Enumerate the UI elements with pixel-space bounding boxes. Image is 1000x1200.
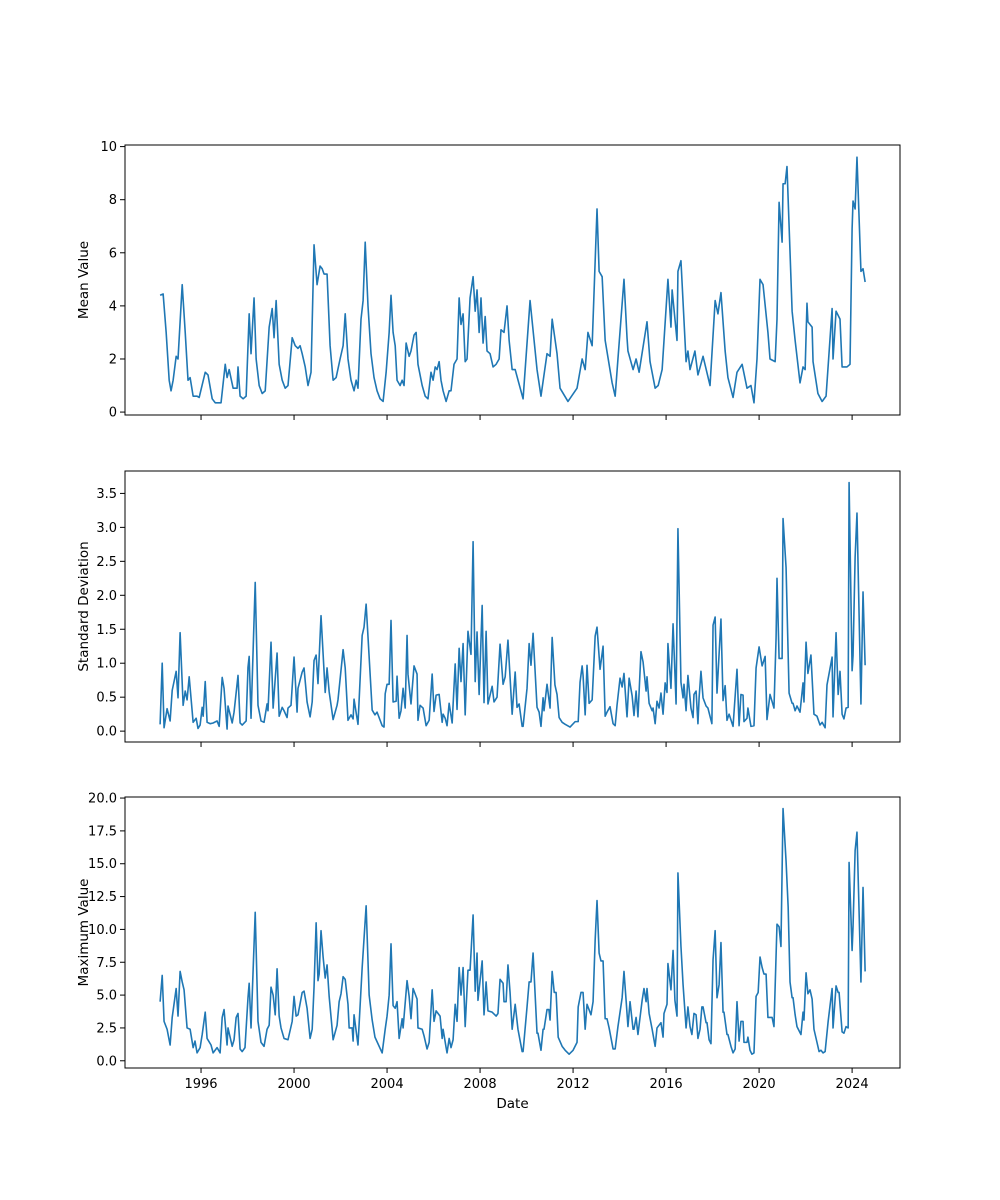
subplot-3: 0.0 2.5 5.0 7.5 10.0 12.5 15.0 17.5 20.0 1996 2000… — [76, 792, 901, 1092]
y-tick-label: 10.0 — [88, 923, 117, 938]
x-tick-label: 2020 — [743, 1077, 776, 1092]
x-tick-label: 2012 — [557, 1077, 590, 1092]
y-tick-label: 4 — [109, 299, 117, 314]
y-tick-label: 0.0 — [96, 725, 117, 740]
y-tick-label: 6 — [109, 246, 117, 261]
y-tick-label: 2.5 — [96, 1021, 117, 1036]
y-tick-label: 2.5 — [96, 555, 117, 570]
y-tick-label: 20.0 — [88, 792, 117, 807]
y-tick-label: 5.0 — [96, 989, 117, 1004]
series-line — [159, 481, 866, 730]
x-tick-label: 2024 — [836, 1077, 869, 1092]
y-tick-label: 1.0 — [96, 657, 117, 672]
axes-frame — [124, 144, 901, 416]
x-tick-label: 2008 — [464, 1077, 497, 1092]
axes-frame — [124, 796, 901, 1069]
y-axis-label: Maximum Value — [76, 879, 92, 987]
series-line — [159, 156, 866, 404]
y-tick-label: 3.0 — [96, 521, 117, 536]
y-tick-label: 0.5 — [96, 691, 117, 706]
subplot-2: 0.0 0.5 1.0 1.5 2.0 2.5 3.0 3.5 Standard Deviati… — [76, 470, 901, 747]
y-tick-label: 15.0 — [88, 857, 117, 872]
axes-frame — [124, 470, 901, 743]
y-tick-label: 8 — [109, 193, 117, 208]
y-tick-label: 7.5 — [96, 956, 117, 971]
x-tick-label: 1996 — [184, 1077, 217, 1092]
y-tick-label: 0 — [109, 406, 117, 421]
y-tick-label: 10 — [100, 140, 117, 155]
subplot-1: 0 2 4 6 8 10 Mean Value — [76, 140, 901, 421]
series-line — [159, 807, 866, 1056]
x-tick-label: 2000 — [277, 1077, 310, 1092]
y-axis-label: Mean Value — [76, 241, 92, 319]
y-tick-label: 12.5 — [88, 890, 117, 905]
x-tick-label: 2004 — [371, 1077, 404, 1092]
y-tick-label: 2 — [109, 352, 117, 367]
y-tick-label: 3.5 — [96, 487, 117, 502]
x-tick-label: 2016 — [650, 1077, 683, 1092]
y-tick-label: 0.0 — [96, 1054, 117, 1069]
y-tick-label: 17.5 — [88, 824, 117, 839]
x-axis-label: Date — [496, 1096, 528, 1112]
y-tick-label: 1.5 — [96, 623, 117, 638]
y-axis-label: Standard Deviation — [76, 541, 92, 671]
y-tick-label: 2.0 — [96, 589, 117, 604]
